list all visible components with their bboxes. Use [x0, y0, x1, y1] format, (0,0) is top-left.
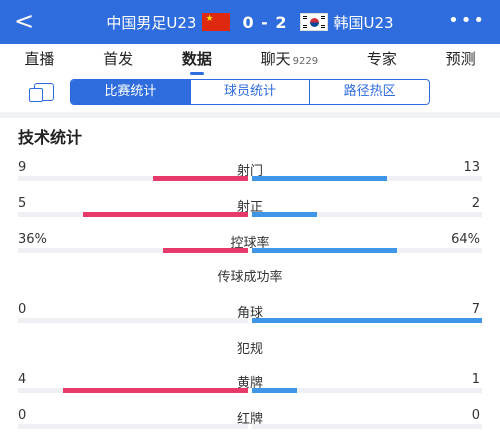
home-bar — [83, 212, 248, 217]
team-b-name: 韩国U23 — [333, 13, 394, 32]
away-bar — [252, 176, 387, 181]
stat-home-value: 36% — [18, 232, 47, 247]
stat-away-value: 7 — [471, 302, 480, 317]
segment-match-stats[interactable]: 比赛统计 — [71, 80, 191, 104]
tab-predict[interactable]: 预测 — [445, 49, 476, 68]
segment-heatmap[interactable]: 路径热区 — [343, 84, 396, 99]
away-bar — [252, 212, 317, 217]
stat-label: 红牌 — [236, 412, 263, 427]
segmented-control: 比赛统计 球员统计 路径热区 — [70, 79, 430, 105]
chat-count: 9229 — [292, 55, 319, 67]
stat-away-value: 64% — [451, 232, 480, 247]
stat-row: 4 黄牌 1 — [0, 372, 500, 408]
stat-label: 黄牌 — [236, 376, 263, 391]
stat-home-value: 5 — [18, 196, 27, 211]
copy-icon[interactable] — [29, 83, 54, 102]
team-a-name: 中国男足U23 — [106, 13, 197, 32]
home-bar-track — [18, 176, 248, 181]
stat-row: 9 射门 13 — [0, 160, 500, 196]
stat-home-value: 9 — [18, 160, 27, 175]
home-bar — [153, 176, 248, 181]
stat-away-value: 2 — [471, 196, 480, 211]
away-bar-track — [252, 248, 482, 253]
away-bar-track — [252, 212, 482, 217]
home-bar-track — [18, 424, 248, 429]
away-bar-track — [252, 424, 482, 429]
stat-row: 5 射正 2 — [0, 196, 500, 232]
match-score: 0 - 2 — [242, 12, 288, 32]
korea-flag-icon — [299, 13, 328, 31]
section-divider — [0, 112, 500, 118]
sub-nav: 比赛统计 球员统计 路径热区 — [0, 74, 500, 118]
top-bar: < 中国男足U23 ★ 0 - 2 韩国U23 ••• — [0, 0, 500, 44]
away-bar — [252, 388, 297, 393]
home-bar-track — [18, 388, 248, 393]
segment-player-stats[interactable]: 球员统计 — [191, 80, 311, 104]
stat-row: 36% 控球率 64% — [0, 232, 500, 268]
stat-away-value: 1 — [471, 372, 480, 387]
stat-away-value: 0 — [471, 408, 480, 423]
tab-experts[interactable]: 专家 — [366, 49, 397, 68]
away-bar-track — [252, 318, 482, 323]
tab-bar: 直播 首发 数据 聊天 9229 专家 预测 — [0, 44, 500, 75]
stat-home-value: 0 — [18, 408, 27, 423]
tab-chat[interactable]: 聊天 9229 — [260, 49, 319, 68]
section-title: 技术统计 — [18, 128, 83, 147]
stat-home-value: 4 — [18, 372, 27, 387]
match-header: 中国男足U23 ★ 0 - 2 韩国U23 — [0, 0, 500, 44]
home-bar — [63, 388, 248, 393]
home-bar-track — [18, 318, 248, 323]
stat-label: 射正 — [236, 200, 263, 215]
tab-live[interactable]: 直播 — [24, 49, 55, 68]
stat-row: 犯规 — [0, 338, 500, 374]
home-bar-track — [18, 212, 248, 217]
stat-label: 射门 — [236, 164, 263, 179]
stat-label: 角球 — [236, 306, 263, 321]
stat-label: 控球率 — [230, 236, 270, 251]
more-icon[interactable]: ••• — [448, 10, 486, 31]
stat-away-value: 13 — [463, 160, 480, 175]
stat-row: 0 红牌 0 — [0, 408, 500, 440]
home-bar — [163, 248, 248, 253]
away-bar — [252, 248, 397, 253]
stat-row: 0 角球 7 — [0, 302, 500, 338]
stat-label: 传球成功率 — [217, 270, 283, 285]
back-arrow-icon[interactable]: < — [14, 7, 35, 35]
stat-home-value: 0 — [18, 302, 27, 317]
home-bar-track — [18, 248, 248, 253]
china-flag-icon: ★ — [202, 13, 231, 31]
stat-row: 传球成功率 — [0, 266, 500, 302]
away-bar — [252, 318, 482, 323]
tab-data[interactable]: 数据 — [181, 49, 212, 75]
away-bar-track — [252, 176, 482, 181]
stat-label: 犯规 — [236, 342, 263, 357]
away-bar-track — [252, 388, 482, 393]
tab-lineup[interactable]: 首发 — [103, 49, 134, 68]
